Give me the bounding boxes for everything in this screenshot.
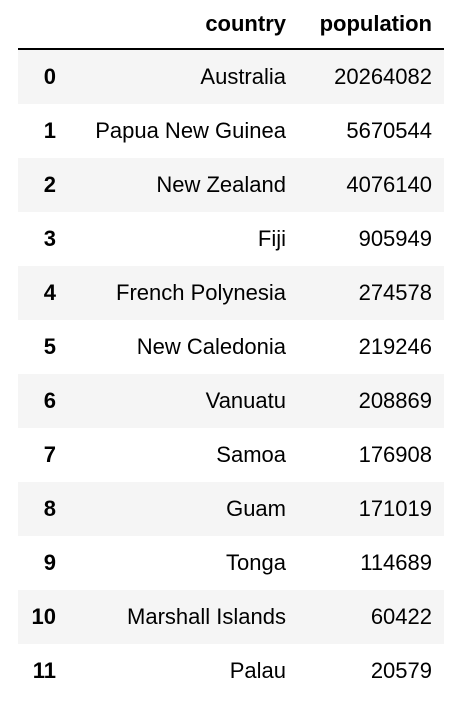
table-row: 0 Australia 20264082 bbox=[18, 49, 444, 104]
header-row: country population bbox=[18, 0, 444, 50]
population-cell: 20579 bbox=[370, 658, 432, 683]
row-index: 6 bbox=[43, 388, 56, 413]
table-row: 8 Guam 171019 bbox=[18, 482, 444, 536]
row-index: 5 bbox=[43, 334, 56, 359]
table-row: 1 Papua New Guinea 5670544 bbox=[18, 104, 444, 158]
country-cell: Palau bbox=[229, 658, 286, 683]
row-index: 1 bbox=[43, 118, 56, 143]
country-cell: Papua New Guinea bbox=[95, 118, 286, 143]
population-cell: 219246 bbox=[358, 334, 432, 359]
population-cell: 176908 bbox=[358, 442, 432, 467]
population-cell: 60422 bbox=[370, 604, 432, 629]
population-cell: 208869 bbox=[358, 388, 432, 413]
row-index: 3 bbox=[43, 226, 56, 251]
table-row: 5 New Caledonia 219246 bbox=[18, 320, 444, 374]
row-index: 2 bbox=[43, 172, 56, 197]
table-row: 11 Palau 20579 bbox=[18, 644, 444, 698]
row-index: 0 bbox=[43, 64, 56, 89]
country-cell: New Zealand bbox=[156, 172, 286, 197]
header-country: country bbox=[68, 0, 298, 50]
country-cell: Guam bbox=[226, 496, 286, 521]
row-index: 10 bbox=[31, 604, 56, 629]
table-row: 3 Fiji 905949 bbox=[18, 212, 444, 266]
country-cell: Marshall Islands bbox=[127, 604, 286, 629]
country-cell: Tonga bbox=[226, 550, 286, 575]
table-body: 0 Australia 20264082 1 Papua New Guinea … bbox=[18, 49, 444, 698]
table-row: 7 Samoa 176908 bbox=[18, 428, 444, 482]
table-row: 10 Marshall Islands 60422 bbox=[18, 590, 444, 644]
population-cell: 4076140 bbox=[346, 172, 432, 197]
row-index: 9 bbox=[43, 550, 56, 575]
country-cell: New Caledonia bbox=[136, 334, 286, 359]
header-population: population bbox=[298, 0, 444, 50]
header-index bbox=[18, 0, 68, 50]
row-index: 4 bbox=[43, 280, 56, 305]
population-cell: 905949 bbox=[358, 226, 432, 251]
row-index: 11 bbox=[32, 658, 56, 683]
population-cell: 171019 bbox=[358, 496, 432, 521]
country-cell: Australia bbox=[200, 64, 286, 89]
population-cell: 20264082 bbox=[334, 64, 432, 89]
population-cell: 114689 bbox=[360, 550, 432, 575]
country-cell: French Polynesia bbox=[116, 280, 286, 305]
table-row: 6 Vanuatu 208869 bbox=[18, 374, 444, 428]
row-index: 7 bbox=[43, 442, 56, 467]
table-row: 9 Tonga 114689 bbox=[18, 536, 444, 590]
population-cell: 274578 bbox=[358, 280, 432, 305]
dataframe-table-container: country population 0 Australia 20264082 … bbox=[18, 0, 444, 698]
country-cell: Fiji bbox=[257, 226, 286, 251]
population-cell: 5670544 bbox=[346, 118, 432, 143]
country-cell: Vanuatu bbox=[205, 388, 286, 413]
table-row: 4 French Polynesia 274578 bbox=[18, 266, 444, 320]
row-index: 8 bbox=[43, 496, 56, 521]
dataframe-table: country population 0 Australia 20264082 … bbox=[18, 0, 444, 698]
table-header: country population bbox=[18, 0, 444, 50]
country-cell: Samoa bbox=[216, 442, 286, 467]
table-row: 2 New Zealand 4076140 bbox=[18, 158, 444, 212]
